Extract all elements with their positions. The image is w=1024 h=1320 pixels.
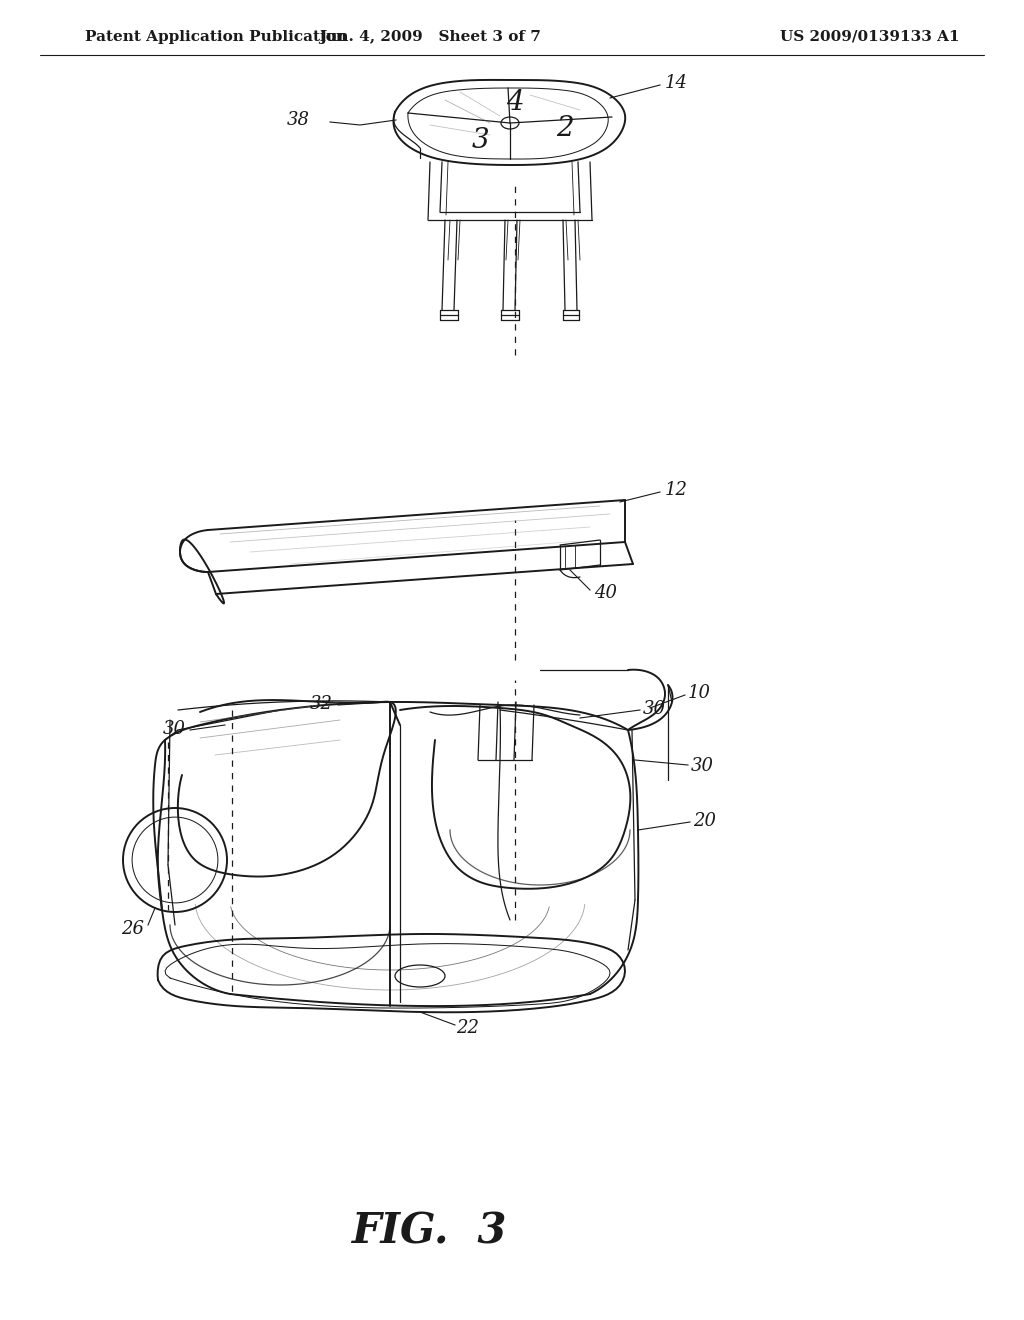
Text: Jun. 4, 2009   Sheet 3 of 7: Jun. 4, 2009 Sheet 3 of 7 (319, 30, 541, 44)
Text: 3: 3 (471, 128, 488, 154)
Text: 26: 26 (121, 920, 144, 939)
Text: 14: 14 (665, 74, 688, 92)
Text: FIG.  3: FIG. 3 (352, 1210, 508, 1253)
Text: Patent Application Publication: Patent Application Publication (85, 30, 347, 44)
Text: 30: 30 (163, 719, 186, 738)
Text: 40: 40 (594, 583, 617, 602)
Text: 22: 22 (456, 1019, 479, 1038)
Text: 32: 32 (310, 696, 333, 713)
Text: 38: 38 (287, 111, 310, 129)
Text: 30: 30 (643, 700, 666, 718)
Text: 10: 10 (688, 684, 711, 702)
Text: 2: 2 (556, 115, 573, 141)
Text: 20: 20 (693, 812, 716, 830)
Text: 30: 30 (691, 756, 714, 775)
Text: 4: 4 (506, 90, 524, 116)
Text: 12: 12 (665, 480, 688, 499)
Text: US 2009/0139133 A1: US 2009/0139133 A1 (780, 30, 959, 44)
